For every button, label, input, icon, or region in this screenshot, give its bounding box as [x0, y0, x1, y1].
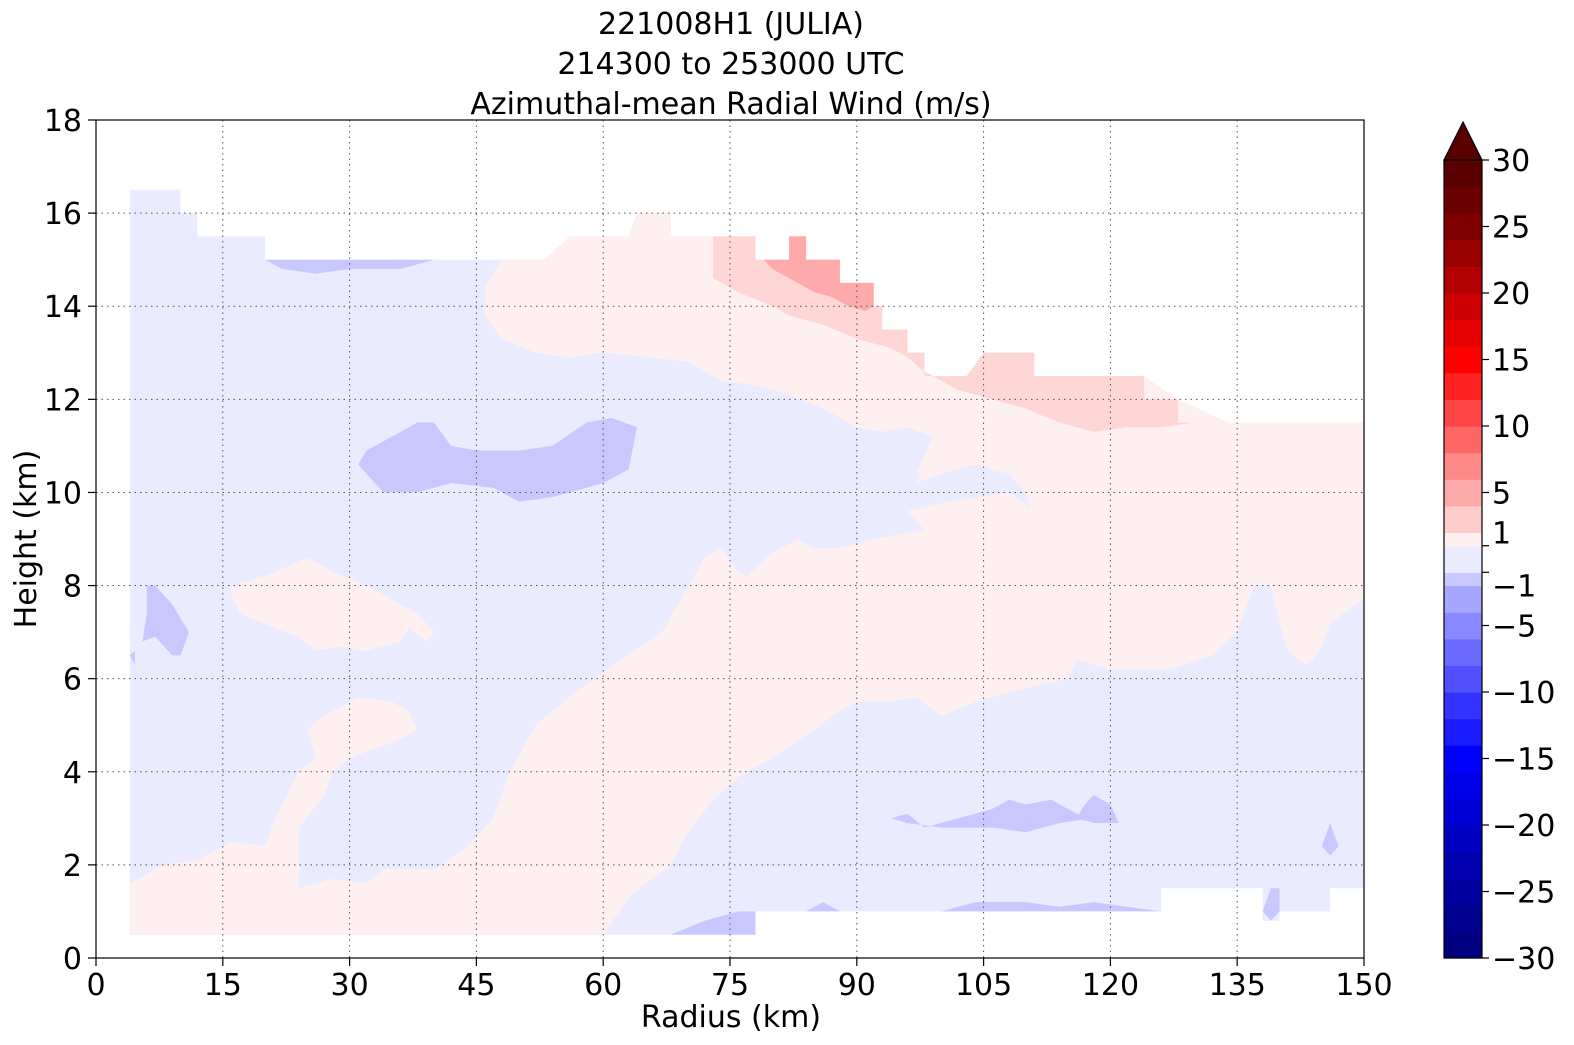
x-axis: 0 15 30 45 60 75 90 105 120 135 150	[86, 958, 1393, 1003]
colorbar-extend-max	[1443, 120, 1483, 161]
x-tick-label: 135	[1209, 968, 1266, 1003]
colorbar-segment	[1444, 692, 1482, 720]
colorbar-segment	[1444, 372, 1482, 400]
colorbar-tick-label: 20	[1492, 277, 1530, 312]
colorbar-tick-label: 25	[1492, 211, 1530, 246]
colorbar-segment	[1444, 904, 1482, 932]
colorbar-segment	[1444, 426, 1482, 454]
colorbar-segment	[1444, 399, 1482, 427]
colorbar-segment	[1444, 346, 1482, 374]
colorbar-tick-label: 30	[1492, 144, 1530, 179]
colorbar-tick-label: −25	[1492, 876, 1555, 911]
region-outflow-upper-core	[763, 236, 874, 311]
x-tick-label: 60	[584, 968, 622, 1003]
colorbar-segment	[1444, 479, 1482, 507]
colorbar-tick-label: 10	[1492, 410, 1530, 445]
y-tick-label: 2	[63, 849, 82, 884]
colorbar-tick-label: 1	[1492, 517, 1511, 552]
colorbar-segment	[1444, 293, 1482, 321]
colorbar-segment	[1444, 638, 1482, 666]
y-tick-label: 0	[63, 942, 82, 977]
region-inflow-pocket-low-3	[1321, 823, 1339, 856]
y-tick-label: 14	[44, 290, 82, 325]
region-weak-inflow-background	[129, 189, 1364, 935]
colorbar-frame	[1443, 159, 1483, 959]
colorbar-segment	[1444, 319, 1482, 347]
x-tick-label: 105	[955, 968, 1012, 1003]
chart-title-line-3: Azimuthal-mean Radial Wind (m/s)	[470, 87, 991, 122]
y-tick-label: 10	[44, 476, 82, 511]
colorbar-segment	[1444, 585, 1482, 613]
y-tick-label: 6	[63, 663, 82, 698]
x-axis-label: Radius (km)	[641, 1000, 821, 1035]
chart-title-line-1: 221008H1 (JULIA)	[598, 7, 864, 42]
y-tick-label: 18	[44, 104, 82, 139]
colorbar-tick-label: −20	[1492, 809, 1555, 844]
x-tick-label: 75	[711, 968, 749, 1003]
colorbar-segment	[1444, 798, 1482, 826]
y-tick-label: 4	[63, 756, 82, 791]
chart-title-line-2: 214300 to 253000 UTC	[557, 47, 904, 82]
colorbar-tick-label: −10	[1492, 676, 1555, 711]
y-axis: 0 2 4 6 8 10 12 14 16 18	[44, 104, 96, 977]
colorbar-segment	[1444, 878, 1482, 906]
y-tick-label: 16	[44, 197, 82, 232]
region-weak-inflow-tongue	[687, 380, 933, 488]
colorbar-segment	[1444, 452, 1482, 480]
colorbar-segment	[1444, 771, 1482, 799]
x-tick-label: 15	[204, 968, 242, 1003]
colorbar-segment	[1444, 745, 1482, 773]
x-tick-label: 30	[331, 968, 369, 1003]
x-tick-label: 45	[457, 968, 495, 1003]
colorbar-segment	[1444, 186, 1482, 214]
region-inflow-top-strip	[265, 259, 435, 274]
colorbar-segment	[1444, 931, 1482, 959]
colorbar-tick-label: −30	[1492, 942, 1555, 977]
colorbar-segment	[1444, 612, 1482, 640]
colorbar-segment	[1444, 239, 1482, 267]
region-inflow-pocket-low-1	[890, 799, 1094, 833]
region-inflow-pocket-surface-4	[1262, 888, 1280, 921]
x-tick-label: 0	[86, 968, 105, 1003]
region-weak-outflow-upper	[484, 213, 1364, 660]
colorbar-segment	[1444, 825, 1482, 853]
region-inflow-pocket-edge	[129, 650, 135, 665]
colorbar-tick-label: 15	[1492, 344, 1530, 379]
colorbar: 30 25 20 15 10 5 1 −1 −5 −10 −15 −20 −25 −30	[1443, 120, 1555, 977]
region-inflow-pocket-low-2	[1076, 795, 1119, 823]
colorbar-segment	[1444, 160, 1482, 188]
colorbar-segment	[1444, 505, 1482, 533]
colorbar-tick-label: −5	[1492, 610, 1536, 645]
contour-fill	[129, 189, 1364, 935]
y-tick-label: 12	[44, 383, 82, 418]
region-inflow-pocket-surface-2	[941, 902, 1162, 912]
colorbar-tick-label: 5	[1492, 477, 1511, 512]
x-tick-label: 120	[1082, 968, 1139, 1003]
region-inflow-pocket-left	[142, 585, 189, 656]
colorbar-segment	[1444, 213, 1482, 241]
colorbar-segment	[1444, 851, 1482, 879]
region-inflow-pocket-surface	[670, 911, 756, 935]
colorbar-segment	[1444, 532, 1482, 547]
colorbar-tick-label: −1	[1492, 569, 1536, 604]
y-axis-label: Height (km)	[9, 450, 44, 629]
colorbar-segment	[1444, 572, 1482, 587]
colorbar-segment	[1444, 665, 1482, 693]
colorbar-tick-label: −15	[1492, 743, 1555, 778]
colorbar-segment	[1444, 718, 1482, 746]
region-inflow-pocket-surface-3	[806, 902, 840, 912]
x-tick-label: 150	[1335, 968, 1392, 1003]
region-inflow-pocket-upper	[358, 418, 637, 502]
x-tick-label: 90	[838, 968, 876, 1003]
colorbar-segment	[1444, 266, 1482, 294]
y-tick-label: 8	[63, 570, 82, 605]
grid-lines	[96, 120, 1364, 958]
colorbar-segment	[1444, 545, 1482, 573]
region-weak-outflow-mid-left	[231, 557, 435, 651]
